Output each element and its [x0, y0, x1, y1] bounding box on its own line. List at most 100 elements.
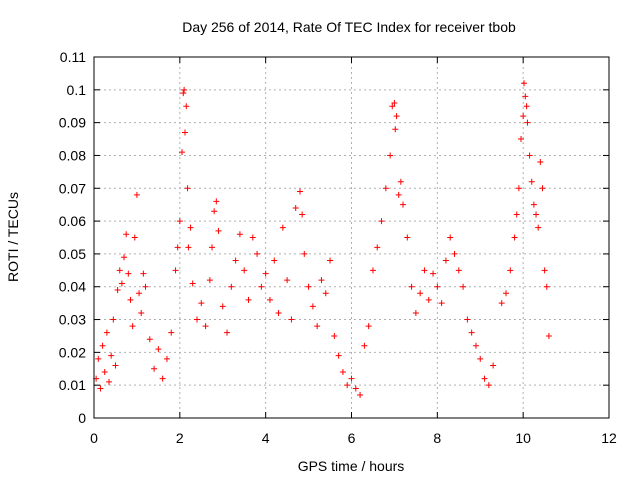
data-point	[477, 355, 484, 362]
data-point	[178, 149, 185, 156]
data-point	[275, 309, 282, 316]
data-point	[180, 90, 187, 97]
data-point	[163, 355, 170, 362]
data-point	[503, 290, 509, 297]
data-point	[387, 152, 394, 159]
data-point	[185, 244, 192, 251]
data-point	[425, 296, 432, 303]
data-point	[159, 375, 166, 382]
data-point	[187, 224, 194, 231]
data-point	[97, 385, 104, 392]
data-point	[528, 178, 535, 185]
data-point	[292, 204, 299, 211]
y-tick-label: 0.06	[59, 213, 86, 229]
data-point	[485, 382, 492, 389]
data-point	[318, 277, 325, 284]
data-point	[129, 323, 136, 330]
data-point	[520, 113, 527, 120]
data-point	[309, 303, 316, 310]
data-point	[131, 234, 138, 241]
data-point	[539, 185, 546, 192]
data-point	[299, 211, 306, 218]
data-point	[526, 152, 533, 159]
data-point	[521, 80, 528, 87]
y-tick-label: 0.02	[59, 344, 86, 360]
data-point	[498, 300, 505, 307]
y-tick-label: 0.07	[59, 180, 86, 196]
data-point	[138, 309, 145, 316]
data-point	[348, 375, 355, 382]
data-point	[125, 270, 132, 277]
chart-title: Day 256 of 2014, Rate Of TEC Index for r…	[182, 19, 516, 35]
y-axis-label: ROTI / TECUs	[5, 192, 21, 282]
data-point	[545, 332, 552, 339]
y-tick-label: 0.1	[67, 82, 87, 98]
data-point	[447, 234, 454, 241]
data-point	[331, 332, 338, 339]
data-point	[155, 346, 162, 353]
data-point	[361, 342, 368, 349]
data-point	[262, 270, 269, 277]
data-point	[530, 201, 537, 208]
y-tick-label: 0.03	[59, 312, 86, 328]
data-point	[305, 283, 312, 290]
data-point	[168, 329, 175, 336]
data-point	[99, 342, 106, 349]
data-point	[322, 290, 329, 297]
data-point	[442, 257, 449, 264]
data-point	[412, 309, 419, 316]
y-tick-label: 0	[78, 410, 86, 426]
data-point	[236, 231, 243, 238]
data-point	[395, 191, 402, 198]
data-point	[357, 392, 364, 399]
data-point	[224, 329, 231, 336]
data-point	[284, 277, 291, 284]
data-point	[116, 267, 123, 274]
data-point	[507, 267, 514, 274]
data-point	[181, 129, 188, 136]
data-point	[288, 316, 295, 323]
data-point	[140, 270, 147, 277]
data-point	[397, 178, 404, 185]
data-point	[417, 290, 424, 297]
y-tick-label: 0.01	[59, 377, 86, 393]
data-point	[228, 283, 235, 290]
y-tick-label: 0.09	[59, 115, 86, 131]
data-point	[352, 385, 359, 392]
data-point	[523, 103, 530, 110]
data-point	[146, 336, 153, 343]
data-point	[297, 188, 303, 195]
data-point	[344, 382, 351, 389]
data-point	[232, 257, 239, 264]
data-point	[106, 378, 113, 385]
data-point	[103, 329, 110, 336]
data-point	[176, 218, 183, 225]
x-tick-label: 8	[433, 430, 441, 446]
data-point	[391, 99, 398, 106]
data-point	[245, 296, 252, 303]
data-point	[511, 234, 518, 241]
data-point	[211, 208, 218, 215]
data-point	[123, 231, 130, 238]
axis-ticks: 0 0.01 0.02 0.03 0.04 0.05 0.06 0.07 0.08 0.09 0.1…	[59, 49, 617, 446]
data-point	[522, 93, 529, 100]
data-point	[108, 352, 115, 359]
data-point	[335, 352, 342, 359]
data-point	[481, 375, 488, 382]
data-point	[404, 234, 411, 241]
data-point	[513, 211, 520, 218]
data-point	[198, 300, 205, 307]
data-point	[151, 365, 158, 372]
y-tick-label: 0.05	[59, 246, 86, 262]
y-tick-label: 0.04	[59, 279, 86, 295]
data-point	[215, 227, 222, 234]
data-point	[174, 244, 181, 251]
data-point	[490, 362, 497, 369]
data-point	[206, 277, 213, 284]
data-point	[241, 267, 248, 274]
data-point	[455, 267, 462, 274]
x-axis-label: GPS time / hours	[298, 458, 405, 474]
data-point	[194, 316, 200, 323]
data-point	[369, 267, 376, 274]
